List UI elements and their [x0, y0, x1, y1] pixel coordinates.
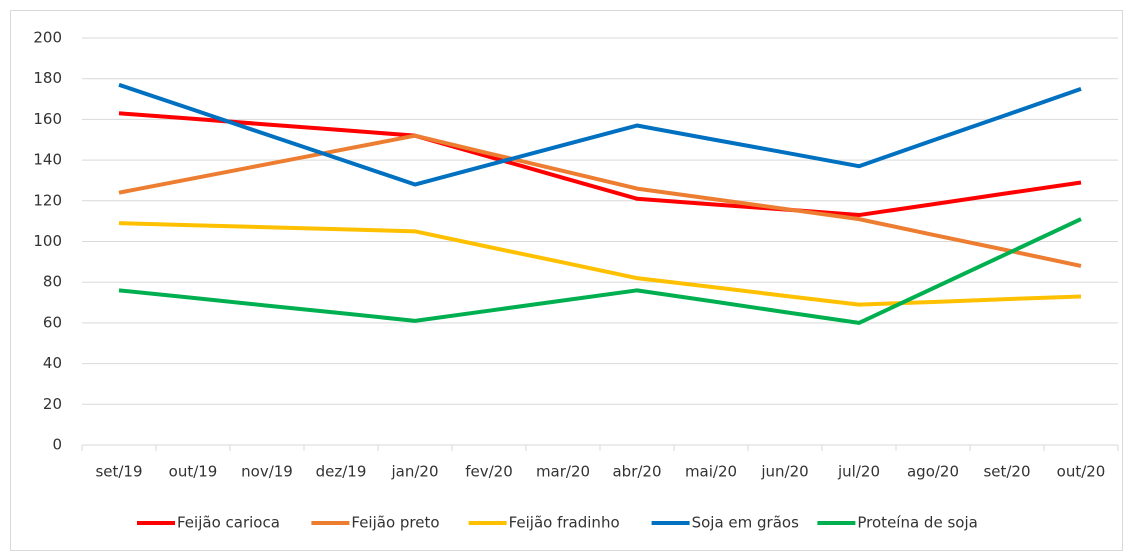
legend-label: Proteína de soja	[857, 514, 977, 532]
x-tick-label: jan/20	[390, 463, 438, 481]
y-tick-label: 100	[33, 232, 62, 250]
y-tick-label: 60	[43, 313, 62, 331]
legend-label: Feijão fradinho	[509, 514, 620, 532]
x-tick-label: set/20	[983, 463, 1030, 481]
y-tick-label: 120	[33, 191, 62, 209]
y-tick-label: 80	[43, 273, 62, 291]
series-line	[118, 133, 1082, 268]
y-tick-label: 40	[43, 354, 62, 372]
x-tick-label: set/19	[95, 463, 142, 481]
y-tick-label: 20	[43, 395, 62, 413]
x-tick-label: mai/20	[685, 463, 737, 481]
x-tick-label: out/19	[169, 463, 218, 481]
x-tick-label: dez/19	[316, 463, 367, 481]
series-line	[118, 217, 1082, 325]
y-tick-label: 160	[33, 110, 62, 128]
legend-label: Soja em grãos	[692, 514, 799, 532]
x-tick-label: jul/20	[837, 463, 880, 481]
y-tick-label: 140	[33, 151, 62, 169]
x-tick-label: ago/20	[907, 463, 959, 481]
x-tick-label: abr/20	[612, 463, 661, 481]
series-line	[118, 111, 1082, 218]
x-tick-label: jun/20	[760, 463, 808, 481]
legend-label: Feijão preto	[351, 514, 439, 532]
y-tick-label: 0	[52, 436, 62, 454]
series-line	[118, 82, 1082, 187]
x-tick-label: out/20	[1057, 463, 1106, 481]
series-line	[118, 221, 1082, 307]
y-tick-label: 200	[33, 29, 62, 47]
x-tick-label: fev/20	[465, 463, 513, 481]
x-tick-label: mar/20	[536, 463, 590, 481]
legend-label: Feijão carioca	[177, 514, 280, 532]
x-tick-label: nov/19	[241, 463, 293, 481]
chart-border	[10, 10, 1123, 551]
y-tick-label: 180	[33, 69, 62, 87]
